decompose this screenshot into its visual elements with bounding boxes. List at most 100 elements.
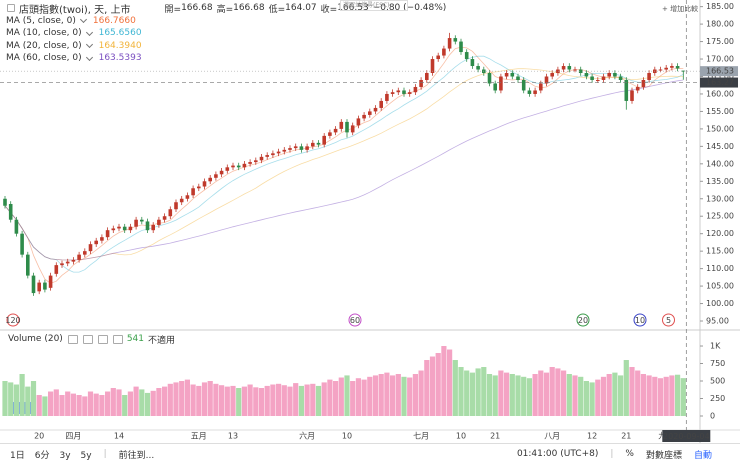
period-marker	[6, 313, 20, 327]
candle-body	[265, 155, 269, 157]
candle-body	[219, 170, 224, 175]
volume-bar	[378, 374, 384, 417]
volume-bar	[543, 372, 550, 417]
ma-line	[4, 68, 684, 261]
y-tick-label: 135.00	[706, 177, 734, 186]
icon[interactable]	[97, 334, 108, 344]
candle-body	[185, 195, 190, 199]
chart: 95.00 100.00 105.00 110.00 115.00 120.00 125.0…	[0, 0, 740, 443]
candle-body	[550, 73, 554, 77]
crosshair-date-label: 2020-09-04	[663, 432, 710, 441]
volume-bar	[8, 382, 14, 417]
volume-bar	[247, 384, 253, 417]
volume-bar	[355, 378, 361, 417]
volume-legend-row: Volume (20) 541 不適用	[8, 333, 175, 346]
ma-line	[4, 55, 684, 273]
volume-bar	[578, 376, 584, 417]
y-tick-label: 105.00	[706, 282, 734, 291]
log-button[interactable]: 對數座標	[645, 450, 682, 461]
candle-body	[3, 198, 7, 206]
ohlc-value: 166.53	[337, 3, 369, 14]
candle-body	[584, 73, 589, 77]
volume-bar	[515, 375, 521, 417]
candle-body	[88, 244, 93, 252]
candle-body	[305, 146, 309, 150]
candle-body	[248, 162, 252, 164]
collapse-icon[interactable]	[7, 4, 15, 13]
icon[interactable]	[82, 334, 93, 344]
search-box[interactable]: 選取並搜尋(ESC)	[340, 0, 408, 11]
candle-body	[670, 66, 674, 68]
chevron[interactable]	[85, 41, 93, 49]
compare-button[interactable]: + 增加比較	[662, 5, 699, 13]
candle-body	[168, 209, 173, 217]
legend: MA (5, close, 0) 166.7660 MA (10, close, 0…	[6, 15, 446, 65]
volume-bar	[162, 386, 168, 417]
volume-bar	[407, 377, 413, 417]
candle-body	[601, 76, 606, 80]
candle-body	[14, 219, 19, 234]
candle-body	[658, 69, 663, 71]
icon[interactable]	[112, 334, 123, 344]
candle-body	[77, 254, 81, 260]
volume-bar	[657, 378, 664, 417]
candle-body	[214, 174, 218, 178]
range-button[interactable]: 1日	[10, 450, 25, 461]
volume-bar	[338, 377, 344, 417]
period-marker-label: 5	[666, 316, 671, 325]
candle-body	[60, 263, 64, 266]
candle-body	[151, 224, 155, 231]
candle-body	[322, 135, 326, 145]
volume-bar	[36, 395, 42, 417]
ohlc-value: 166.68	[233, 3, 265, 14]
candle-body	[596, 79, 600, 81]
candle-body	[368, 111, 372, 115]
candle-body	[527, 90, 532, 94]
candle-body	[590, 76, 594, 80]
legend-row: MA (5, close, 0) 166.7660	[6, 15, 446, 28]
auto-button[interactable]: 自動	[693, 450, 712, 461]
candle-body	[339, 121, 344, 129]
volume-bar	[498, 370, 504, 417]
volume-bar	[646, 375, 652, 417]
candle-body	[607, 73, 611, 77]
range-button[interactable]: 5y	[80, 450, 92, 461]
candle-body	[31, 275, 36, 294]
y-tick-label: 155.00	[706, 107, 734, 116]
range-button[interactable]: 3y	[59, 450, 71, 461]
x-tick-label: 14	[114, 432, 124, 441]
percent-button[interactable]: %	[625, 449, 634, 459]
candle-body	[140, 219, 144, 222]
candle-body	[681, 70, 686, 72]
candle-body	[254, 160, 258, 163]
goto[interactable]: 前往到...	[118, 450, 155, 461]
icon[interactable]	[67, 334, 78, 344]
period-marker-label: 10	[635, 316, 645, 325]
header-row: 店頭指數(twoi), 天, 上市 開= 166.68 高= 166.68 低= 16…	[6, 2, 446, 16]
volume-bar	[99, 395, 105, 417]
volume-bar	[144, 392, 151, 417]
volume-bar	[70, 393, 76, 417]
volume-bar	[629, 367, 635, 417]
volume-bar	[589, 382, 595, 417]
chevron[interactable]	[79, 16, 87, 24]
volume-bar	[623, 360, 629, 417]
volume-bar	[452, 360, 458, 417]
volume-bar	[447, 349, 453, 417]
candle-body	[174, 202, 178, 210]
chevron[interactable]	[85, 28, 93, 36]
volume-bar	[612, 372, 618, 417]
candle-body	[288, 148, 292, 150]
candle-body	[333, 128, 338, 133]
y-tick-label: 115.00	[706, 247, 734, 256]
range-button[interactable]: 6分	[34, 450, 50, 461]
volume-bar	[150, 390, 156, 417]
volume-bar	[139, 389, 145, 417]
candle-body	[191, 188, 195, 196]
volume-bar	[190, 384, 196, 417]
candle-body	[105, 230, 110, 238]
candle-body	[442, 48, 446, 56]
chevron[interactable]	[85, 53, 93, 61]
volume-bar	[663, 376, 669, 417]
candle-body	[544, 76, 549, 84]
